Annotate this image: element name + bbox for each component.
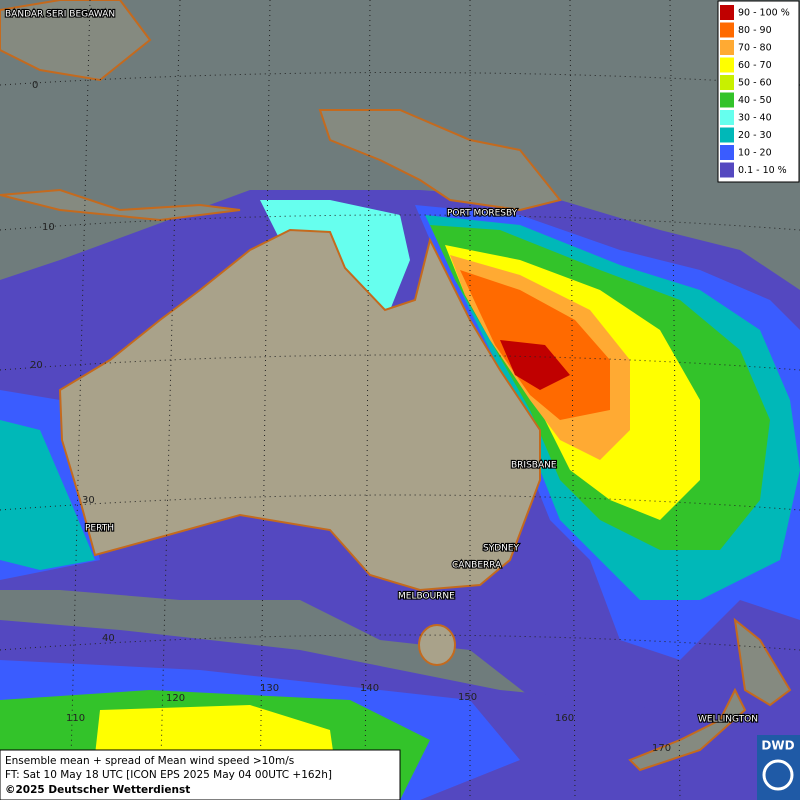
borneo: [0, 0, 152, 82]
lon-label: 160: [555, 713, 574, 724]
legend-swatch: [720, 5, 734, 20]
place-label: PORT MORESBY: [447, 209, 518, 219]
area-90: [500, 340, 570, 390]
new-guinea: [318, 109, 562, 212]
lon-label: 120: [166, 693, 185, 704]
area-30-west: [0, 420, 95, 570]
legend-label: 90 - 100 %: [738, 8, 790, 19]
lon-label: 130: [260, 683, 279, 694]
legend-label: 40 - 50: [738, 95, 772, 106]
lat-label: 0: [32, 80, 38, 91]
legend-swatch: [720, 127, 734, 143]
lon-label: 170: [652, 743, 671, 754]
legend-label: 50 - 60: [738, 78, 772, 89]
lat-label: 20: [30, 360, 43, 371]
south-island: [628, 687, 747, 772]
legend-swatch: [720, 162, 734, 178]
lon-label: 110: [66, 713, 85, 724]
north-island: [733, 617, 792, 707]
place-label: MELBOURNE: [398, 592, 455, 602]
caption-line: FT: Sat 10 May 18 UTC [ICON EPS 2025 May…: [5, 769, 332, 781]
place-label: CANBERRA: [452, 561, 502, 571]
legend-swatch: [720, 92, 734, 108]
labels: BANDAR SERI BEGAWAN PORT MORESBY BRISBANE S…: [4, 8, 759, 754]
legend-swatch: [720, 22, 734, 38]
copyright: ©2025 Deutscher Wetterdienst: [5, 784, 190, 796]
legend-swatch: [720, 145, 734, 160]
caption-line: Ensemble mean + spread of Mean wind spee…: [5, 755, 294, 767]
legend: 90 - 100 % 80 - 90 70 - 80 60 - 70 50 - 60 40…: [720, 5, 790, 178]
legend-label: 80 - 90: [738, 25, 772, 36]
logo-text: DWD: [761, 739, 794, 753]
lat-label: 10: [42, 222, 55, 233]
legend-label: 30 - 40: [738, 113, 772, 124]
legend-swatch: [720, 40, 734, 55]
caption-box: [0, 749, 401, 800]
lon-label: 140: [360, 683, 379, 694]
place-label: SYDNEY: [483, 544, 520, 554]
legend-swatch: [720, 75, 734, 90]
place-label: BANDAR SERI BEGAWAN: [5, 10, 115, 20]
legend-label: 60 - 70: [738, 60, 772, 71]
lon-label: 150: [458, 692, 477, 703]
legend-swatch: [720, 57, 734, 73]
lat-label: 30: [82, 495, 95, 506]
lesser-sunda: [0, 188, 241, 222]
legend-label: 20 - 30: [738, 130, 772, 141]
place-label: BRISBANE: [511, 461, 557, 471]
place-label: PERTH: [85, 524, 114, 534]
lat-label: 40: [102, 633, 115, 644]
logo-swirl: [762, 759, 794, 791]
place-label: WELLINGTON: [698, 715, 758, 725]
tasmania: [418, 624, 456, 666]
legend-label: 70 - 80: [738, 43, 772, 54]
legend-label: 0.1 - 10 %: [738, 165, 787, 176]
legend-swatch: [720, 110, 734, 125]
legend-label: 10 - 20: [738, 148, 772, 159]
